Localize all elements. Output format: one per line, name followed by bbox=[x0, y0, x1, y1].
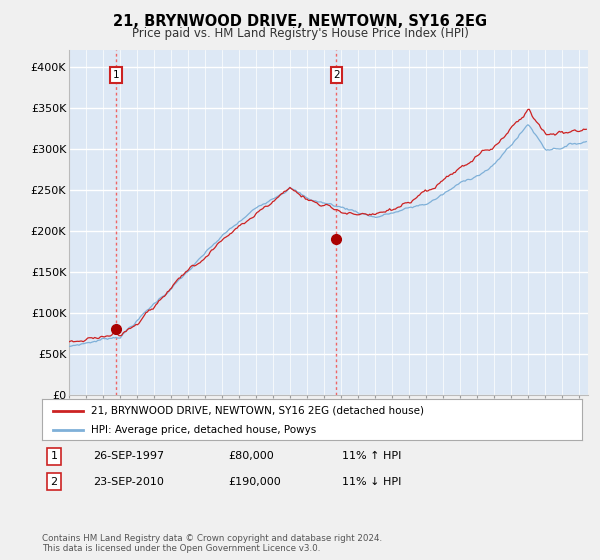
Text: £80,000: £80,000 bbox=[228, 451, 274, 461]
Text: Contains HM Land Registry data © Crown copyright and database right 2024.
This d: Contains HM Land Registry data © Crown c… bbox=[42, 534, 382, 553]
Text: 11% ↑ HPI: 11% ↑ HPI bbox=[342, 451, 401, 461]
Text: 2: 2 bbox=[50, 477, 58, 487]
Text: 21, BRYNWOOD DRIVE, NEWTOWN, SY16 2EG (detached house): 21, BRYNWOOD DRIVE, NEWTOWN, SY16 2EG (d… bbox=[91, 405, 424, 416]
Text: 11% ↓ HPI: 11% ↓ HPI bbox=[342, 477, 401, 487]
Text: 23-SEP-2010: 23-SEP-2010 bbox=[93, 477, 164, 487]
Text: 1: 1 bbox=[50, 451, 58, 461]
Text: 26-SEP-1997: 26-SEP-1997 bbox=[93, 451, 164, 461]
Text: 2: 2 bbox=[333, 70, 340, 80]
Text: 1: 1 bbox=[112, 70, 119, 80]
Text: HPI: Average price, detached house, Powys: HPI: Average price, detached house, Powy… bbox=[91, 424, 316, 435]
Text: £190,000: £190,000 bbox=[228, 477, 281, 487]
Text: Price paid vs. HM Land Registry's House Price Index (HPI): Price paid vs. HM Land Registry's House … bbox=[131, 27, 469, 40]
Text: 21, BRYNWOOD DRIVE, NEWTOWN, SY16 2EG: 21, BRYNWOOD DRIVE, NEWTOWN, SY16 2EG bbox=[113, 14, 487, 29]
